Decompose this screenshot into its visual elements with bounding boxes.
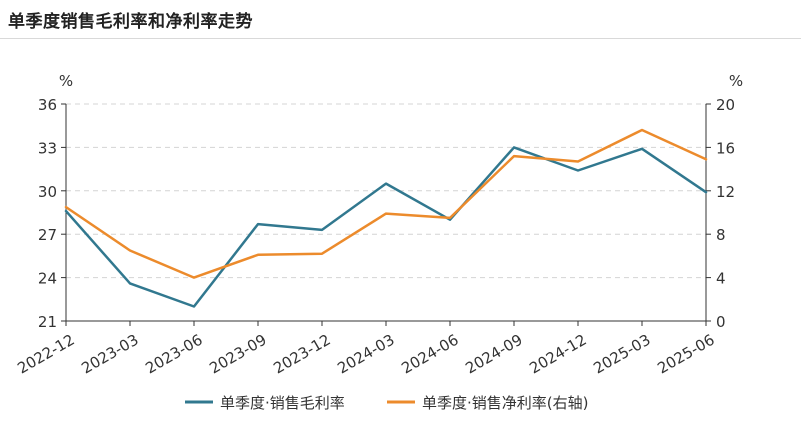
legend-label: 单季度·销售净利率(右轴) [422, 394, 588, 412]
x-tick-label: 2025-06 [654, 331, 717, 378]
x-tick-label: 2023-09 [206, 331, 269, 378]
left-tick-label: 30 [38, 183, 57, 201]
series-lines [64, 128, 708, 308]
legend-item-net-margin: 单季度·销售净利率(右轴) [387, 394, 588, 412]
left-tick-label: 21 [38, 313, 57, 331]
x-tick-label: 2023-03 [78, 331, 141, 378]
right-tick-label: 12 [716, 183, 735, 201]
legend-item-gross-margin: 单季度·销售毛利率 [185, 394, 345, 412]
x-tick-label: 2025-03 [590, 331, 653, 378]
chart-header: 单季度销售毛利率和净利率走势 [0, 0, 801, 39]
net-margin-line [64, 128, 708, 279]
legend: 单季度·销售毛利率 单季度·销售净利率(右轴) [185, 394, 588, 412]
right-tick-label: 4 [716, 270, 726, 288]
right-tick-label: 20 [716, 96, 735, 114]
chart-title: 单季度销售毛利率和净利率走势 [8, 12, 253, 32]
x-tick-label: 2024-06 [398, 331, 461, 378]
grid-lines [66, 103, 706, 279]
x-tick-label: 2024-12 [526, 331, 589, 378]
right-tick-label: 16 [716, 139, 735, 157]
right-tick-label: 0 [716, 313, 726, 331]
legend-label: 单季度·销售毛利率 [220, 394, 345, 412]
left-tick-label: 33 [38, 139, 57, 157]
x-tick-label: 2024-03 [334, 331, 397, 378]
left-tick-label: 27 [38, 226, 57, 244]
left-tick-label: 24 [38, 270, 57, 288]
x-tick-label: 2023-06 [142, 331, 205, 378]
left-axis-unit: % [59, 72, 73, 90]
right-tick-label: 8 [716, 226, 726, 244]
x-tick-label: 2023-12 [270, 331, 333, 378]
right-axis-unit: % [729, 72, 743, 90]
left-tick-label: 36 [38, 96, 57, 114]
x-tick-label: 2022-12 [14, 331, 77, 378]
gross-margin-line [64, 146, 708, 308]
x-tick-label: 2024-09 [462, 331, 525, 378]
